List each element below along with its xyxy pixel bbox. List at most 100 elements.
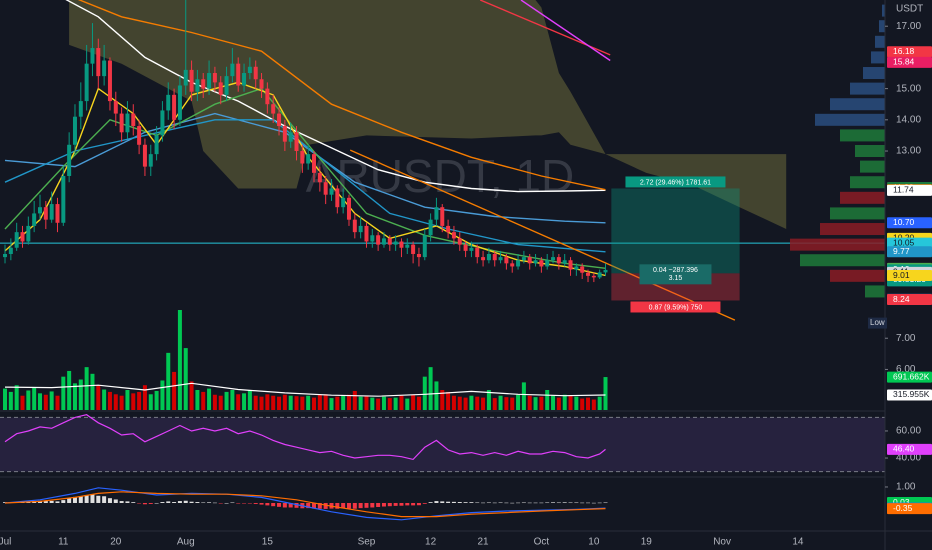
volume-bar — [393, 397, 398, 410]
candle-body — [405, 244, 410, 248]
volume-bar — [580, 398, 585, 410]
macd-histogram-bar — [160, 502, 165, 503]
macd-histogram-bar — [533, 502, 538, 504]
macd-histogram-bar — [131, 502, 136, 503]
macd-histogram-bar — [212, 502, 217, 504]
position-label-bg — [625, 176, 726, 188]
macd-histogram-bar — [49, 500, 54, 503]
macd-histogram-bar — [463, 502, 468, 503]
macd-histogram-bar — [510, 502, 515, 504]
volume-bar — [527, 395, 532, 410]
volume-profile-bar — [865, 285, 885, 298]
candle-body — [49, 204, 54, 220]
price-tag — [887, 270, 932, 282]
volume-bar — [96, 385, 101, 410]
volume-bar — [370, 397, 375, 410]
macd-histogram-bar — [96, 495, 101, 503]
volume-bar — [387, 398, 392, 410]
volume-profile-bar — [830, 207, 885, 220]
volume-bar — [597, 396, 602, 410]
volume-bar — [364, 395, 369, 410]
volume-bar — [265, 394, 270, 410]
x-tick-label: Jul — [0, 537, 11, 548]
macd-histogram-bar — [551, 502, 556, 503]
macd-histogram-bar — [282, 502, 287, 508]
candle-body — [148, 154, 153, 167]
candle-body — [510, 263, 515, 267]
macd-histogram-bar — [137, 502, 142, 504]
volume-bar — [405, 398, 410, 410]
candle-body — [142, 144, 147, 167]
candle-body — [3, 253, 8, 258]
candle-body — [154, 135, 159, 155]
candle-body — [67, 144, 72, 176]
macd-histogram-bar — [172, 502, 177, 503]
candle-body — [434, 207, 439, 220]
volume-bar — [247, 390, 252, 410]
macd-histogram-bar — [230, 502, 235, 504]
volume-bar — [107, 391, 112, 410]
candle-body — [288, 132, 293, 142]
candle-body — [282, 126, 287, 142]
volume-profile-bar — [790, 238, 885, 251]
candle-body — [504, 257, 509, 264]
y-tick-label: 60.00 — [896, 426, 921, 437]
volume-bar — [271, 395, 276, 410]
macd-histogram-bar — [381, 502, 386, 507]
volume-profile-bar — [879, 20, 885, 33]
volume-bar — [591, 399, 596, 410]
volume-bar — [475, 396, 480, 410]
macd-histogram-bar — [475, 502, 480, 504]
candle-body — [236, 63, 241, 86]
candle-body — [247, 66, 252, 74]
volume-bar — [294, 396, 299, 410]
volume-profile-bar — [840, 129, 885, 142]
x-tick-label: 11 — [58, 537, 69, 548]
moving-average — [65, 0, 606, 193]
volume-bar — [26, 390, 31, 410]
macd-histogram-bar — [428, 502, 433, 503]
y-tick-label: 17.00 — [896, 21, 921, 32]
volume-bar — [446, 391, 451, 410]
price-tag-label: 315.955K — [893, 389, 930, 399]
candle-body — [218, 82, 223, 95]
candle-body — [212, 73, 217, 83]
volume-bar — [498, 395, 503, 410]
x-tick-label: Oct — [534, 537, 550, 548]
candle-body — [177, 85, 182, 120]
price-tag-label: 8.24 — [893, 294, 910, 304]
price-tag-label: 10.70 — [893, 217, 915, 227]
macd-histogram-bar — [218, 502, 223, 504]
volume-ma — [4, 382, 606, 397]
candle-body — [195, 79, 200, 92]
macd-histogram-bar — [434, 501, 439, 503]
candle-body — [300, 151, 305, 164]
candle-body — [428, 219, 433, 236]
candle-body — [586, 272, 591, 276]
volume-profile-bar — [830, 98, 885, 111]
price-tag-label: 9.01 — [893, 270, 910, 280]
volume-bar — [49, 391, 54, 410]
volume-profile-bar — [850, 82, 885, 95]
candle-body — [539, 260, 544, 267]
y-tick-label: 7.00 — [896, 333, 916, 344]
position-label-bg — [639, 264, 712, 285]
macd-histogram-bar — [277, 502, 282, 507]
macd-histogram-bar — [568, 502, 573, 504]
volume-bar — [603, 377, 608, 410]
candle-body — [364, 225, 369, 242]
volume-profile-bar — [820, 223, 885, 236]
price-tag — [887, 389, 932, 401]
macd-histogram-bar — [346, 502, 351, 509]
macd-histogram-bar — [61, 500, 66, 503]
candle-body — [84, 63, 89, 102]
volume-bar — [142, 385, 147, 410]
ichimoku-cloud — [69, 0, 787, 229]
macd-histogram-bar — [78, 496, 83, 503]
candle-body — [551, 257, 556, 261]
candle-body — [463, 244, 468, 251]
volume-profile-bar — [855, 145, 885, 158]
candle-body — [603, 269, 608, 273]
volume-bar — [37, 393, 42, 410]
volume-profile-bar — [875, 35, 885, 48]
